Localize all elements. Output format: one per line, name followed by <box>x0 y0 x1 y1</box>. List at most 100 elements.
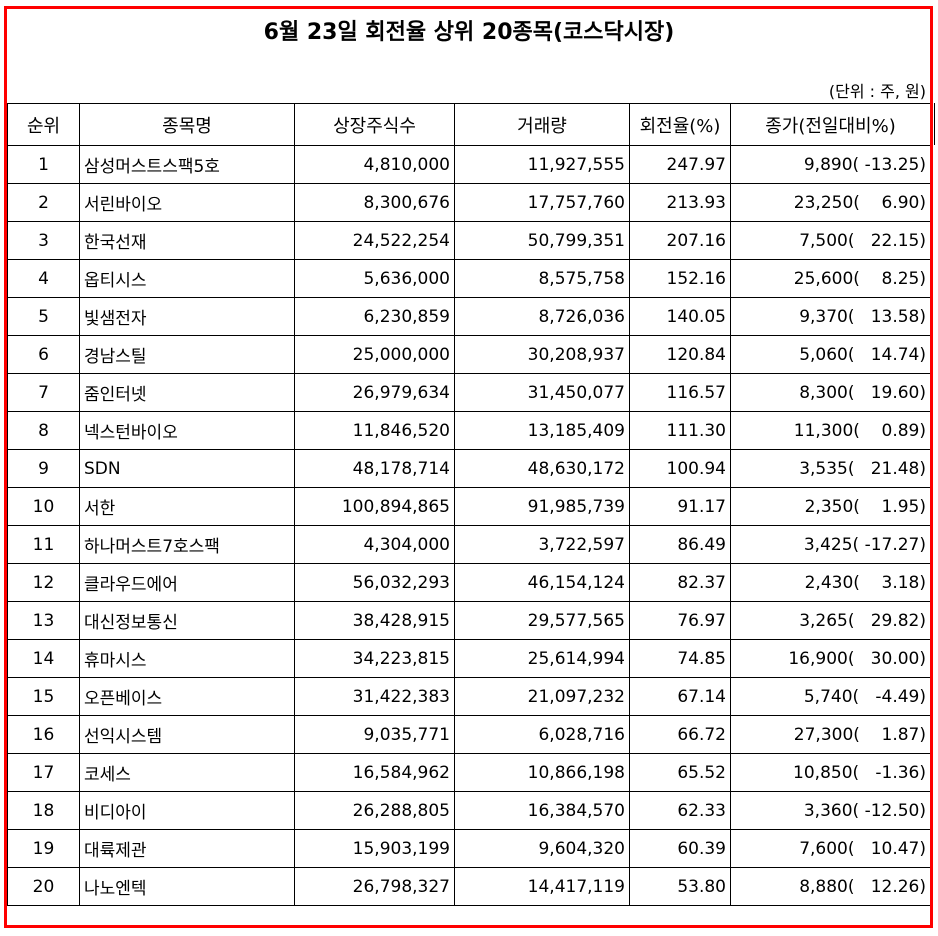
cell-stock-name: 휴마시스 <box>79 639 295 678</box>
cell-stock-name: 비디아이 <box>79 791 295 830</box>
cell-close-change: 27,300( 1.87) <box>730 715 931 754</box>
col-header-close: 종가(전일대비%) <box>730 103 931 146</box>
cell-volume: 17,757,760 <box>454 183 630 222</box>
clipped-column-line <box>934 103 935 145</box>
cell-turnover: 152.16 <box>629 259 731 298</box>
cell-listed-shares: 24,522,254 <box>294 221 455 260</box>
cell-close-change: 11,300( 0.89) <box>730 411 931 450</box>
cell-listed-shares: 5,636,000 <box>294 259 455 298</box>
table-row: 3 한국선재 24,522,254 50,799,351 207.16 7,500( 22… <box>7 221 931 260</box>
cell-close-change: 10,850( -1.36) <box>730 753 931 792</box>
cell-listed-shares: 4,304,000 <box>294 525 455 564</box>
cell-stock-name: 서린바이오 <box>79 183 295 222</box>
cell-volume: 30,208,937 <box>454 335 630 374</box>
cell-close-change: 23,250( 6.90) <box>730 183 931 222</box>
cell-stock-name: 줌인터넷 <box>79 373 295 412</box>
cell-close-change: 2,350( 1.95) <box>730 487 931 526</box>
cell-turnover: 53.80 <box>629 867 731 906</box>
cell-listed-shares: 16,584,962 <box>294 753 455 792</box>
cell-stock-name: 선익시스템 <box>79 715 295 754</box>
cell-rank: 14 <box>7 639 80 678</box>
table-row: 9 SDN 48,178,714 48,630,172 100.94 3,535( 21.… <box>7 449 931 488</box>
cell-rank: 4 <box>7 259 80 298</box>
cell-turnover: 66.72 <box>629 715 731 754</box>
table-row: 15 오픈베이스 31,422,383 21,097,232 67.14 5,740( -… <box>7 677 931 716</box>
cell-turnover: 207.16 <box>629 221 731 260</box>
table-header-row: 순위 종목명 상장주식수 거래량 회전율(%) 종가(전일대비%) <box>7 103 931 146</box>
cell-listed-shares: 26,288,805 <box>294 791 455 830</box>
table-row: 4 옵티시스 5,636,000 8,575,758 152.16 25,600( 8.2… <box>7 259 931 298</box>
cell-listed-shares: 4,810,000 <box>294 145 455 184</box>
cell-close-change: 7,600( 10.47) <box>730 829 931 868</box>
cell-listed-shares: 26,798,327 <box>294 867 455 906</box>
cell-rank: 18 <box>7 791 80 830</box>
cell-rank: 2 <box>7 183 80 222</box>
table-row: 13 대신정보통신 38,428,915 29,577,565 76.97 3,265( … <box>7 601 931 640</box>
table-row: 19 대륙제관 15,903,199 9,604,320 60.39 7,600( 10.… <box>7 829 931 868</box>
cell-stock-name: 넥스턴바이오 <box>79 411 295 450</box>
cell-turnover: 140.05 <box>629 297 731 336</box>
cell-volume: 50,799,351 <box>454 221 630 260</box>
cell-rank: 20 <box>7 867 80 906</box>
cell-close-change: 5,060( 14.74) <box>730 335 931 374</box>
turnover-table: 순위 종목명 상장주식수 거래량 회전율(%) 종가(전일대비%) 1 삼성머스트… <box>7 103 931 906</box>
cell-close-change: 25,600( 8.25) <box>730 259 931 298</box>
cell-listed-shares: 100,894,865 <box>294 487 455 526</box>
cell-listed-shares: 9,035,771 <box>294 715 455 754</box>
cell-stock-name: 오픈베이스 <box>79 677 295 716</box>
cell-volume: 48,630,172 <box>454 449 630 488</box>
cell-close-change: 8,880( 12.26) <box>730 867 931 906</box>
cell-turnover: 91.17 <box>629 487 731 526</box>
cell-close-change: 3,535( 21.48) <box>730 449 931 488</box>
cell-volume: 46,154,124 <box>454 563 630 602</box>
cell-stock-name: 경남스틸 <box>79 335 295 374</box>
table-row: 2 서린바이오 8,300,676 17,757,760 213.93 23,250( 6… <box>7 183 931 222</box>
cell-volume: 6,028,716 <box>454 715 630 754</box>
page-title: 6월 23일 회전율 상위 20종목(코스닥시장) <box>263 20 675 45</box>
cell-turnover: 67.14 <box>629 677 731 716</box>
cell-rank: 12 <box>7 563 80 602</box>
cell-volume: 25,614,994 <box>454 639 630 678</box>
cell-volume: 91,985,739 <box>454 487 630 526</box>
cell-rank: 16 <box>7 715 80 754</box>
table-row: 12 클라우드에어 56,032,293 46,154,124 82.37 2,430( … <box>7 563 931 602</box>
cell-rank: 1 <box>7 145 80 184</box>
cell-volume: 29,577,565 <box>454 601 630 640</box>
cell-rank: 13 <box>7 601 80 640</box>
cell-rank: 7 <box>7 373 80 412</box>
cell-stock-name: 클라우드에어 <box>79 563 295 602</box>
cell-close-change: 7,500( 22.15) <box>730 221 931 260</box>
cell-volume: 8,575,758 <box>454 259 630 298</box>
cell-turnover: 74.85 <box>629 639 731 678</box>
table-row: 10 서한 100,894,865 91,985,739 91.17 2,350( 1.9… <box>7 487 931 526</box>
cell-volume: 31,450,077 <box>454 373 630 412</box>
cell-rank: 17 <box>7 753 80 792</box>
cell-listed-shares: 8,300,676 <box>294 183 455 222</box>
cell-listed-shares: 34,223,815 <box>294 639 455 678</box>
cell-volume: 14,417,119 <box>454 867 630 906</box>
cell-close-change: 8,300( 19.60) <box>730 373 931 412</box>
cell-turnover: 86.49 <box>629 525 731 564</box>
cell-volume: 11,927,555 <box>454 145 630 184</box>
table-row: 16 선익시스템 9,035,771 6,028,716 66.72 27,300( 1.… <box>7 715 931 754</box>
cell-listed-shares: 25,000,000 <box>294 335 455 374</box>
cell-listed-shares: 15,903,199 <box>294 829 455 868</box>
cell-volume: 8,726,036 <box>454 297 630 336</box>
table-row: 7 줌인터넷 26,979,634 31,450,077 116.57 8,300( 19… <box>7 373 931 412</box>
red-highlight-frame <box>4 6 933 928</box>
cell-rank: 3 <box>7 221 80 260</box>
cell-stock-name: SDN <box>79 449 295 488</box>
col-header-turnover: 회전율(%) <box>629 103 731 146</box>
cell-stock-name: 한국선재 <box>79 221 295 260</box>
cell-listed-shares: 11,846,520 <box>294 411 455 450</box>
cell-turnover: 82.37 <box>629 563 731 602</box>
cell-volume: 10,866,198 <box>454 753 630 792</box>
table-row: 18 비디아이 26,288,805 16,384,570 62.33 3,360( -1… <box>7 791 931 830</box>
cell-close-change: 16,900( 30.00) <box>730 639 931 678</box>
cell-rank: 11 <box>7 525 80 564</box>
table-row: 20 나노엔텍 26,798,327 14,417,119 53.80 8,880( 12… <box>7 867 931 906</box>
cell-stock-name: 나노엔텍 <box>79 867 295 906</box>
table-row: 11 하나머스트7호스팩 4,304,000 3,722,597 86.49 3,425(… <box>7 525 931 564</box>
cell-close-change: 3,265( 29.82) <box>730 601 931 640</box>
cell-stock-name: 옵티시스 <box>79 259 295 298</box>
